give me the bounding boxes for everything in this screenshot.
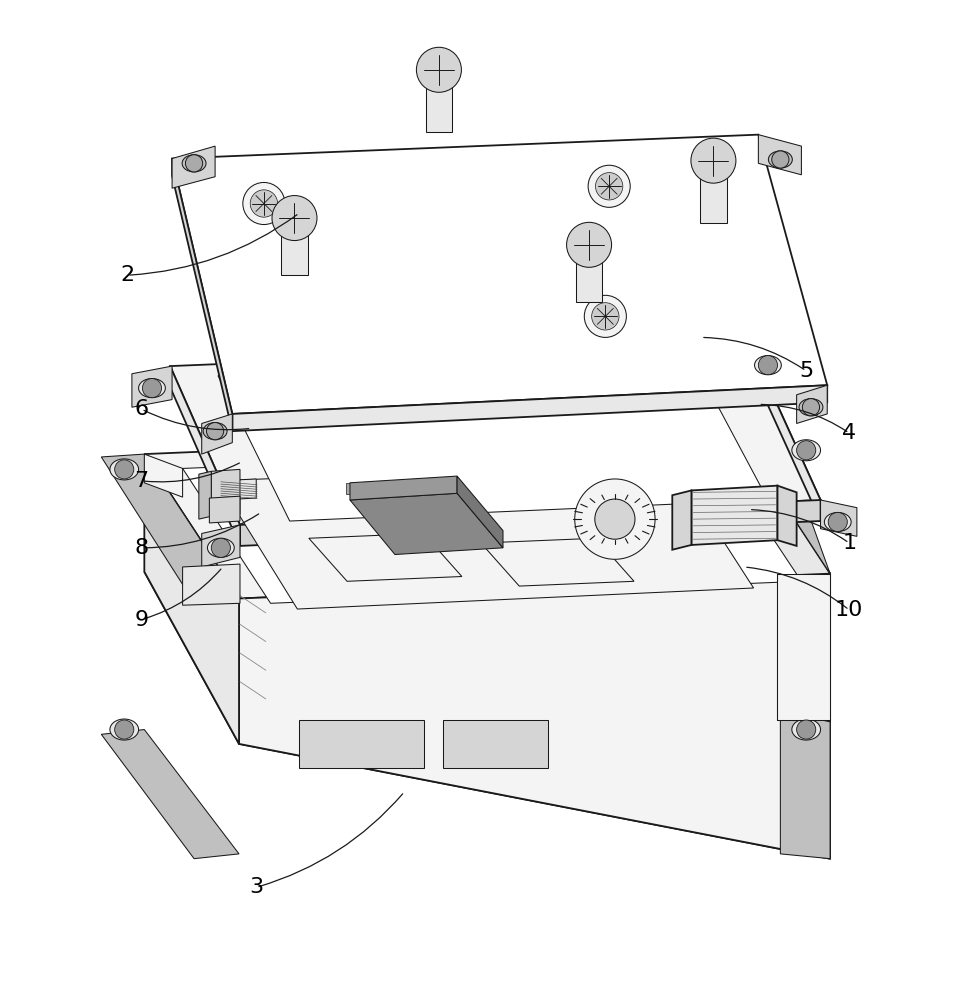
Text: 2: 2 xyxy=(120,265,134,285)
Polygon shape xyxy=(308,533,461,581)
Circle shape xyxy=(827,512,847,532)
Polygon shape xyxy=(672,490,691,550)
Polygon shape xyxy=(239,500,820,546)
Text: 8: 8 xyxy=(135,538,148,558)
Polygon shape xyxy=(734,429,829,574)
Ellipse shape xyxy=(182,155,206,172)
Text: 7: 7 xyxy=(135,471,148,491)
Circle shape xyxy=(594,499,634,539)
Bar xyxy=(381,483,392,494)
Circle shape xyxy=(142,379,161,398)
Polygon shape xyxy=(172,135,826,414)
Text: 10: 10 xyxy=(834,600,863,620)
Polygon shape xyxy=(425,79,452,132)
Ellipse shape xyxy=(753,356,780,375)
Polygon shape xyxy=(757,135,801,175)
Circle shape xyxy=(587,165,629,207)
Polygon shape xyxy=(350,476,456,500)
Polygon shape xyxy=(199,471,211,519)
Polygon shape xyxy=(350,493,503,555)
Polygon shape xyxy=(233,385,826,431)
Ellipse shape xyxy=(799,399,822,416)
Ellipse shape xyxy=(768,151,792,168)
Polygon shape xyxy=(172,159,233,431)
Ellipse shape xyxy=(110,719,138,740)
Text: 5: 5 xyxy=(799,361,812,381)
Circle shape xyxy=(272,196,317,241)
Circle shape xyxy=(796,441,815,460)
Ellipse shape xyxy=(110,459,138,480)
Circle shape xyxy=(583,295,626,337)
Polygon shape xyxy=(796,385,826,423)
Circle shape xyxy=(591,303,618,330)
Circle shape xyxy=(757,356,776,375)
Ellipse shape xyxy=(824,512,850,532)
Polygon shape xyxy=(776,486,796,546)
Ellipse shape xyxy=(791,719,820,740)
Polygon shape xyxy=(218,479,256,500)
Circle shape xyxy=(690,138,735,183)
Polygon shape xyxy=(480,538,633,586)
Text: 6: 6 xyxy=(135,399,148,419)
Polygon shape xyxy=(218,357,767,521)
Polygon shape xyxy=(144,572,829,859)
Circle shape xyxy=(595,173,622,200)
Polygon shape xyxy=(170,342,820,525)
Circle shape xyxy=(574,479,654,559)
Circle shape xyxy=(771,151,788,168)
Polygon shape xyxy=(700,170,727,223)
Text: 1: 1 xyxy=(841,533,855,553)
Ellipse shape xyxy=(138,379,165,398)
Polygon shape xyxy=(172,146,215,188)
Polygon shape xyxy=(734,429,829,859)
Text: 4: 4 xyxy=(841,423,855,443)
Circle shape xyxy=(185,155,203,172)
Text: 9: 9 xyxy=(135,610,148,630)
Polygon shape xyxy=(779,710,829,859)
Polygon shape xyxy=(101,730,238,859)
Polygon shape xyxy=(183,564,239,605)
Polygon shape xyxy=(442,720,548,768)
Circle shape xyxy=(114,720,134,739)
Polygon shape xyxy=(691,486,776,545)
Circle shape xyxy=(114,460,134,479)
Polygon shape xyxy=(299,720,423,768)
Polygon shape xyxy=(238,574,829,859)
Polygon shape xyxy=(101,454,238,602)
Text: 3: 3 xyxy=(249,877,263,897)
Polygon shape xyxy=(456,476,503,548)
Bar xyxy=(363,483,375,494)
Polygon shape xyxy=(144,429,829,599)
Polygon shape xyxy=(820,500,856,536)
Ellipse shape xyxy=(791,440,820,461)
Circle shape xyxy=(207,423,224,440)
Circle shape xyxy=(211,538,231,557)
Polygon shape xyxy=(183,447,801,603)
Ellipse shape xyxy=(208,538,234,557)
Polygon shape xyxy=(202,414,233,454)
Polygon shape xyxy=(170,366,239,546)
Polygon shape xyxy=(575,254,602,302)
Polygon shape xyxy=(144,454,183,497)
Circle shape xyxy=(566,222,611,267)
Polygon shape xyxy=(218,462,752,609)
Polygon shape xyxy=(132,366,172,407)
Circle shape xyxy=(242,182,284,225)
Bar xyxy=(346,483,357,494)
Polygon shape xyxy=(748,342,786,383)
Polygon shape xyxy=(748,342,820,521)
Polygon shape xyxy=(776,574,829,720)
Polygon shape xyxy=(211,469,239,516)
Circle shape xyxy=(416,47,461,92)
Polygon shape xyxy=(209,496,239,523)
Polygon shape xyxy=(202,525,239,567)
Circle shape xyxy=(796,720,815,739)
Circle shape xyxy=(801,399,819,416)
Circle shape xyxy=(250,190,278,217)
Ellipse shape xyxy=(203,423,227,440)
Polygon shape xyxy=(144,454,238,744)
Bar xyxy=(398,483,408,494)
Polygon shape xyxy=(281,227,308,275)
